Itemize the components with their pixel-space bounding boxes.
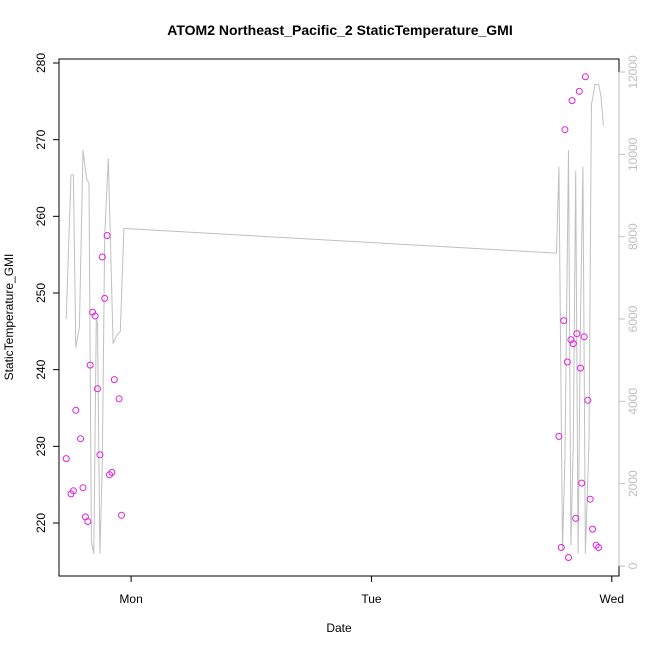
line-series: [65, 83, 604, 554]
y-axis-left: 220 230 240 250 260 270 280: [34, 53, 60, 533]
data-point: [589, 525, 597, 533]
data-point: [115, 395, 123, 403]
y-tick-label-right: 2000: [626, 470, 640, 497]
data-point: [106, 471, 113, 479]
data-point: [77, 435, 85, 443]
data-point: [563, 358, 571, 366]
data-point: [595, 544, 603, 551]
data-point: [572, 514, 580, 522]
data-point: [567, 336, 575, 344]
y-tick-label-right: 8000: [626, 223, 640, 250]
data-point: [581, 73, 589, 81]
y-tick-label-left: 240: [34, 359, 48, 379]
y-axis-right: 0 2000 4000 6000 8000 10000 12000: [618, 55, 640, 569]
data-point: [586, 495, 594, 503]
data-point: [101, 294, 109, 302]
data-point: [62, 455, 70, 463]
data-point: [577, 364, 584, 372]
data-point: [96, 451, 104, 459]
data-point: [91, 312, 99, 320]
x-axis: Mon Tue Wed: [119, 575, 624, 606]
data-point: [108, 468, 116, 476]
data-point: [569, 340, 577, 348]
y-tick-label-left: 280: [34, 53, 48, 73]
data-point: [84, 518, 92, 525]
data-point: [568, 97, 576, 105]
x-tick-label: Tue: [361, 592, 382, 606]
y-tick-label-right: 6000: [626, 305, 640, 332]
y-tick-label-left: 220: [34, 513, 48, 533]
data-point: [592, 541, 600, 549]
series-line: [65, 83, 604, 554]
data-point: [575, 87, 583, 95]
data-point: [557, 544, 565, 551]
y-tick-label-right: 0: [626, 562, 640, 569]
y-tick-label-left: 250: [34, 283, 48, 303]
y-tick-label-left: 270: [34, 129, 48, 149]
data-point: [72, 406, 80, 414]
data-point: [69, 487, 77, 495]
x-tick-label: Mon: [119, 592, 142, 606]
data-point: [573, 330, 581, 338]
data-point: [580, 333, 588, 341]
y-tick-label-right: 10000: [626, 137, 640, 171]
y-tick-label-right: 12000: [626, 55, 640, 89]
data-point: [103, 232, 111, 239]
data-point: [555, 432, 563, 440]
data-point: [561, 126, 569, 134]
data-point: [560, 317, 568, 325]
data-point: [86, 361, 94, 369]
y-tick-label-left: 260: [34, 206, 48, 226]
chart-title: ATOM2 Northeast_Pacific_2 StaticTemperat…: [167, 22, 512, 38]
y-axis-label: StaticTemperature_GMI: [2, 254, 16, 381]
x-axis-label: Date: [326, 621, 352, 635]
data-point: [565, 554, 572, 561]
y-tick-label-left: 230: [34, 436, 48, 456]
point-series: [62, 73, 603, 561]
data-point: [110, 376, 118, 384]
data-point: [118, 511, 125, 519]
y-tick-label-right: 4000: [626, 388, 640, 415]
data-point: [79, 484, 87, 492]
data-point: [94, 385, 101, 393]
data-point: [584, 396, 592, 404]
data-point: [578, 479, 586, 487]
data-point: [98, 253, 106, 261]
x-tick-label: Wed: [600, 592, 624, 606]
